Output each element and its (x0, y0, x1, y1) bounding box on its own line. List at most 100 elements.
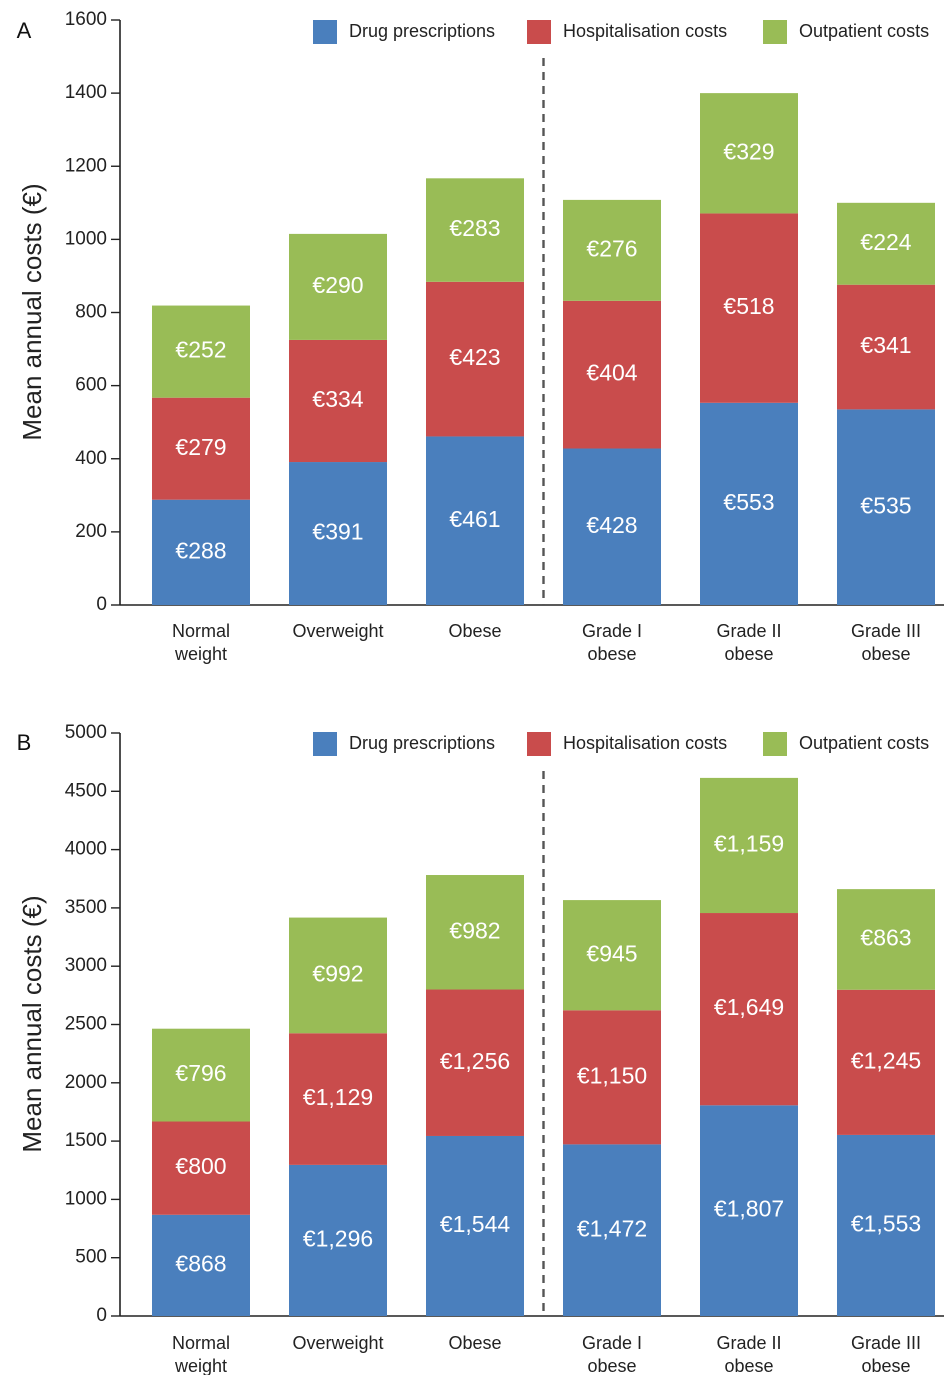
value-label: €868 (175, 1250, 226, 1276)
legend-swatch-outpatient (763, 20, 787, 44)
bar-segment-drug (289, 462, 387, 605)
x-category-label: obese (587, 644, 636, 664)
value-label: €863 (860, 925, 911, 951)
bar-segment-outpatient (700, 777, 798, 914)
y-tick-label: 1600 (65, 9, 107, 30)
bar-segment-hospital (426, 989, 524, 1136)
value-label: €535 (860, 492, 911, 518)
x-category-label: obese (724, 1356, 773, 1375)
y-tick-label: 1000 (65, 228, 107, 249)
y-tick-label: 3500 (65, 897, 107, 918)
value-label: €1,649 (714, 994, 784, 1020)
x-category-label: Grade II (716, 1333, 781, 1353)
y-tick-label: 1400 (65, 82, 107, 103)
y-tick-label: 0 (96, 1305, 107, 1326)
bar-segment-hospital (563, 1010, 661, 1145)
value-label: €290 (312, 272, 363, 298)
value-label: €334 (312, 386, 363, 412)
bar-segment-hospital (426, 281, 524, 437)
x-category-label: Normal (172, 621, 230, 641)
bar-segment-drug (152, 1214, 250, 1316)
value-label: €1,296 (303, 1226, 373, 1252)
value-label: €796 (175, 1060, 226, 1086)
y-tick-label: 4500 (65, 780, 107, 801)
legend-swatch-hospital (527, 20, 551, 44)
x-category-label: Overweight (292, 1333, 383, 1353)
legend-label-outpatient: Outpatient costs (799, 733, 929, 753)
x-category-label: Normal (172, 1333, 230, 1353)
y-tick-label: 400 (75, 448, 107, 469)
bar-segment-hospital (152, 1121, 250, 1215)
x-category-label: Obese (448, 621, 501, 641)
value-label: €1,807 (714, 1196, 784, 1222)
value-label: €1,129 (303, 1084, 373, 1110)
x-category-label: weight (174, 1356, 227, 1375)
y-tick-label: 800 (75, 302, 107, 323)
legend-label-drug: Drug prescriptions (349, 21, 495, 41)
x-category-label: Overweight (292, 621, 383, 641)
bar-segment-outpatient (563, 199, 661, 301)
bar-segment-hospital (289, 1033, 387, 1165)
y-tick-label: 1000 (65, 1188, 107, 1209)
bar-segment-outpatient (700, 93, 798, 214)
panel-label-a: A (17, 18, 32, 43)
bar-segment-drug (426, 436, 524, 605)
y-tick-label: 2000 (65, 1072, 107, 1093)
x-category-label: Grade III (851, 1333, 921, 1353)
value-label: €992 (312, 960, 363, 986)
panel-label-b: B (17, 730, 32, 755)
value-label: €391 (312, 519, 363, 545)
x-category-label: obese (587, 1356, 636, 1375)
x-category-label: Grade I (582, 621, 642, 641)
value-label: €428 (586, 512, 637, 538)
value-label: €1,256 (440, 1048, 510, 1074)
y-tick-label: 0 (96, 594, 107, 615)
value-label: €224 (860, 229, 911, 255)
y-tick-label: 500 (75, 1247, 107, 1268)
x-category-label: Grade II (716, 621, 781, 641)
value-label: €404 (586, 360, 637, 386)
value-label: €518 (723, 293, 774, 319)
bar-segment-drug (289, 1164, 387, 1316)
bar-segment-outpatient (152, 1028, 250, 1122)
bar-segment-outpatient (426, 178, 524, 282)
legend-swatch-drug (313, 732, 337, 756)
value-label: €276 (586, 235, 637, 261)
x-category-label: obese (861, 644, 910, 664)
value-label: €1,245 (851, 1047, 921, 1073)
x-category-label: obese (724, 644, 773, 664)
y-tick-label: 1500 (65, 1130, 107, 1151)
value-label: €982 (449, 917, 500, 943)
value-label: €945 (586, 940, 637, 966)
bar-segment-drug (700, 1105, 798, 1316)
bar-segment-drug (152, 499, 250, 605)
legend-swatch-outpatient (763, 732, 787, 756)
legend-label-drug: Drug prescriptions (349, 733, 495, 753)
value-label: €1,150 (577, 1062, 647, 1088)
value-label: €1,553 (851, 1211, 921, 1237)
bar-segment-hospital (700, 213, 798, 403)
x-category-label: Obese (448, 1333, 501, 1353)
bar-segment-outpatient (426, 875, 524, 990)
bar-segment-drug (563, 1144, 661, 1316)
bar-segment-hospital (563, 300, 661, 449)
legend-label-hospital: Hospitalisation costs (563, 21, 727, 41)
bar-segment-hospital (700, 913, 798, 1106)
y-axis-label: Mean annual costs (€) (17, 895, 47, 1152)
bar-segment-drug (563, 448, 661, 605)
value-label: €800 (175, 1153, 226, 1179)
value-label: €553 (723, 489, 774, 515)
y-tick-label: 1200 (65, 155, 107, 176)
chart-panel-b: B Mean annual costs (€) 0 500 1000 1500 2000 25… (17, 722, 944, 1375)
y-tick-label: 2500 (65, 1014, 107, 1035)
value-label: €1,544 (440, 1211, 511, 1237)
value-label: €252 (175, 337, 226, 363)
value-label: €423 (449, 344, 500, 370)
value-label: €341 (860, 332, 911, 358)
value-label: €283 (449, 215, 500, 241)
legend-label-outpatient: Outpatient costs (799, 21, 929, 41)
bar-segment-hospital (837, 284, 935, 410)
bar-segment-outpatient (837, 889, 935, 990)
bar-segment-outpatient (289, 233, 387, 340)
